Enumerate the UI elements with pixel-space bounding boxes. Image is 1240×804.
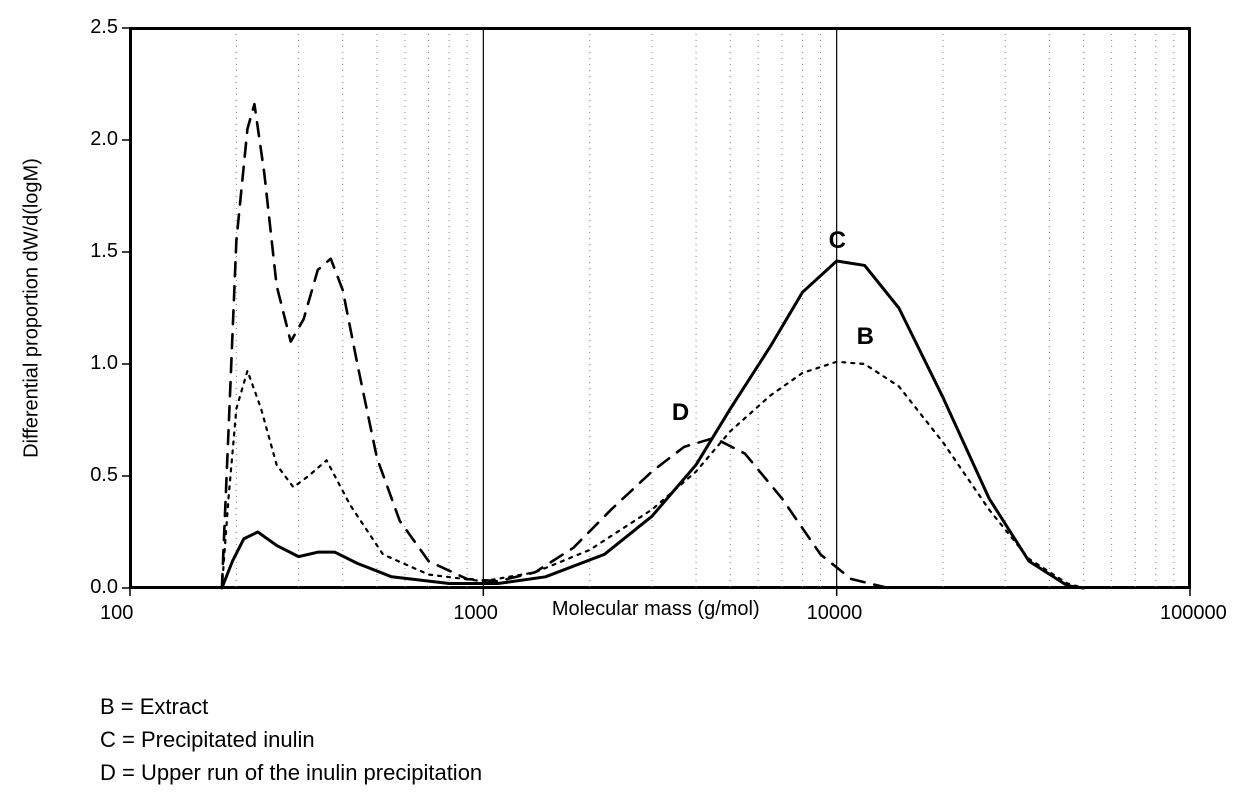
y-tick-label: 2.0 — [90, 128, 118, 151]
x-tick-label: 100000 — [1160, 602, 1240, 625]
series-D — [222, 104, 888, 588]
x-tick-label: 1000 — [453, 602, 533, 625]
series-C — [222, 261, 1084, 588]
series-B — [222, 362, 1084, 588]
y-tick-label: 0.0 — [90, 576, 118, 599]
legend-item-C: C = Precipitated inulin — [100, 723, 482, 756]
series-label-B: B — [857, 323, 874, 351]
legend-item-B: B = Extract — [100, 690, 482, 723]
y-tick-label: 0.5 — [90, 464, 118, 487]
series-label-C: C — [829, 227, 846, 255]
x-axis-label: Molecular mass (g/mol) — [552, 598, 760, 621]
y-tick-label: 1.0 — [90, 352, 118, 375]
chart-legend: B = ExtractC = Precipitated inulinD = Up… — [100, 690, 482, 789]
series-label-D: D — [672, 399, 689, 427]
y-tick-label: 1.5 — [90, 240, 118, 263]
y-axis-label: Differential proportion dW/d(logM) — [21, 158, 44, 458]
chart-svg — [0, 0, 1240, 804]
legend-item-D: D = Upper run of the inulin precipitatio… — [100, 756, 482, 789]
x-tick-label: 10000 — [807, 602, 887, 625]
y-tick-label: 2.5 — [90, 16, 118, 39]
x-tick-label: 100 — [100, 602, 180, 625]
